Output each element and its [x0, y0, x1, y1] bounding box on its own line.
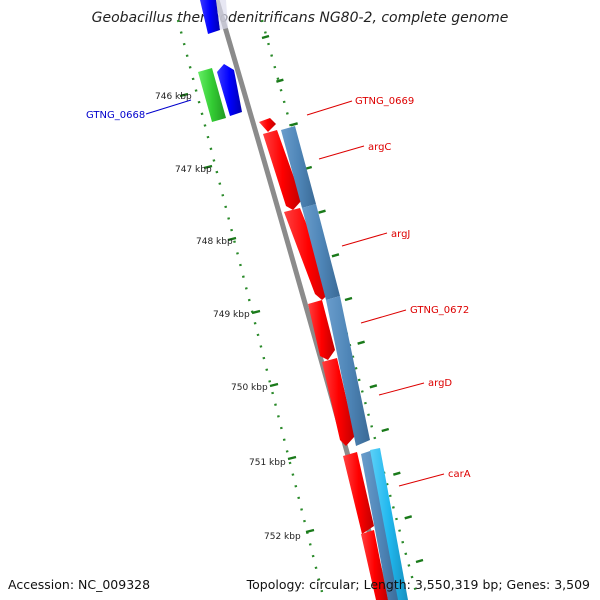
gene-arrow-top-blue — [200, 0, 220, 34]
gene-arrow-gtng0669 — [259, 118, 276, 132]
gene-arrow-gtng0672 — [308, 300, 335, 360]
outer-tick-mark — [276, 78, 284, 83]
leader-gtng0668 — [145, 99, 192, 115]
outer-tick-mark — [344, 296, 353, 302]
leader-gtng0672 — [360, 309, 407, 324]
feature-block-1 — [281, 126, 316, 208]
leader-argj — [341, 232, 388, 247]
scale-tick-label: 749 kbp — [213, 310, 250, 320]
gene-arrow-top-white — [216, 0, 228, 30]
scale-tick-mark — [179, 92, 189, 98]
scale-tick-label: 750 kbp — [231, 383, 268, 393]
scale-tick-mark — [287, 455, 297, 461]
feature-track-cyan — [370, 448, 408, 600]
scale-tick-label: 748 kbp — [196, 237, 233, 247]
outer-tick-mark — [369, 384, 378, 389]
scale-tick-label: 752 kbp — [264, 532, 301, 542]
map-title: Geobacillus thermodenitrificans NG80-2, … — [91, 10, 509, 26]
scale-ticks: 746 kbp 747 kbp 748 kbp 749 kbp 750 kbp 751 k… — [155, 34, 424, 564]
label-gtng0672: GTNG_0672 — [410, 305, 469, 316]
scale-tick-label: 751 kbp — [249, 458, 286, 468]
outer-tick-mark — [261, 34, 270, 40]
outer-tick-mark — [415, 558, 424, 564]
leader-cara — [398, 473, 445, 487]
label-argd: argD — [428, 378, 452, 389]
scale-tick-mark — [305, 528, 315, 534]
scale-tick-mark — [203, 164, 213, 170]
label-cara: carA — [448, 469, 471, 480]
scale-tick-label: 746 kbp — [155, 92, 192, 102]
outer-tick-mark — [381, 427, 390, 433]
label-gtng0668: GTNG_0668 — [86, 110, 145, 121]
scale-tick-label: 747 kbp — [175, 165, 212, 175]
gene-arrow-argd — [322, 358, 355, 446]
outer-tick-mark — [393, 471, 401, 476]
outer-tick-mark — [404, 515, 413, 520]
label-argc: argC — [368, 142, 391, 153]
feature-block-2 — [302, 204, 340, 300]
outer-tick-mark — [290, 122, 298, 127]
outer-tick-mark — [318, 209, 326, 214]
gene-arrow-cara — [343, 452, 374, 534]
scale-tick-mark — [269, 382, 279, 388]
feature-block-4 — [361, 450, 400, 600]
gene-labels: GTNG_0668 GTNG_0669 argC argJ GTNG_0672 … — [86, 96, 471, 487]
gene-arrow-gtng0668-green — [198, 68, 226, 122]
accession-text: Accession: NC_009328 — [8, 577, 151, 592]
scale-tick-mark — [227, 236, 237, 242]
gene-block-top — [198, 0, 242, 122]
gene-arrow-gtng0668-blue — [217, 64, 242, 116]
outer-tick-mark — [331, 253, 340, 258]
leader-gtng0669 — [306, 100, 353, 116]
feature-block-3 — [326, 296, 370, 446]
red-gene-track — [259, 118, 388, 600]
label-argj: argJ — [391, 229, 410, 240]
genome-summary-text: Topology: circular; Length: 3,550,319 bp… — [246, 577, 590, 592]
feature-track-steel — [281, 126, 400, 600]
leader-argd — [378, 382, 425, 396]
gene-arrow-argc — [263, 130, 302, 210]
leader-argc — [318, 145, 365, 160]
gene-arrow-bottom-red — [361, 530, 388, 600]
cyan-block-1 — [370, 448, 408, 600]
scale-tick-mark — [251, 309, 261, 315]
label-gtng0669: GTNG_0669 — [355, 96, 414, 107]
outer-tick-mark — [357, 340, 365, 345]
